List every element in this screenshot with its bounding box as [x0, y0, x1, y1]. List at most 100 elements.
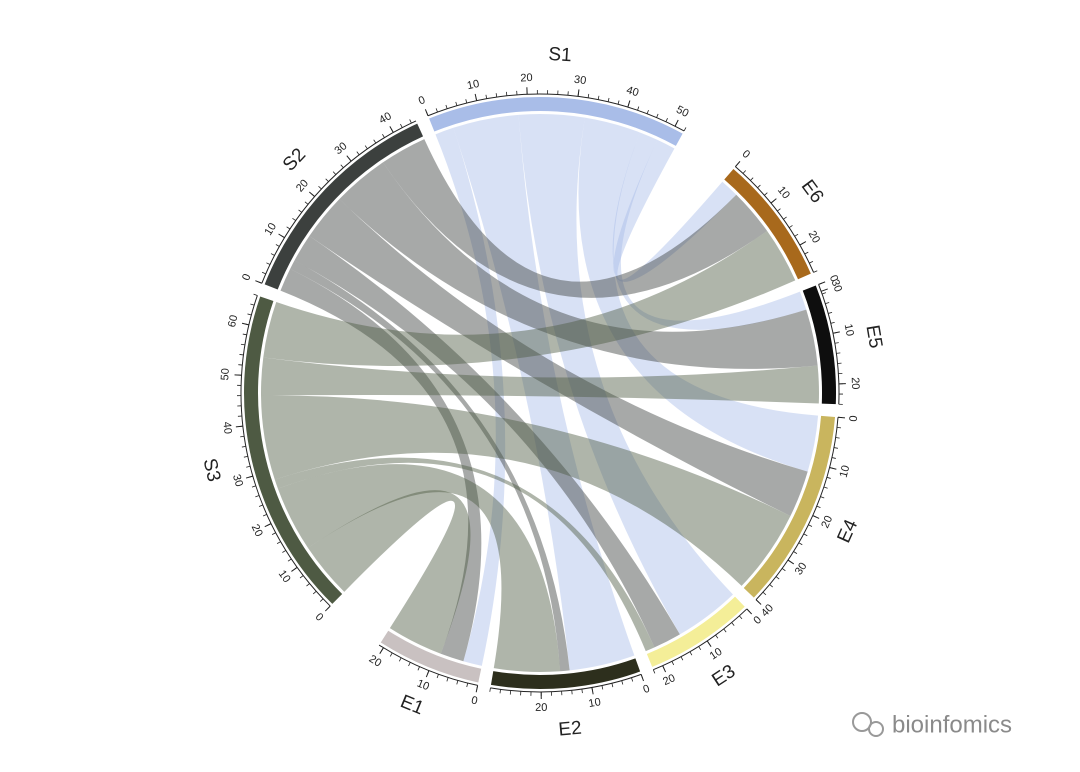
chord — [612, 132, 807, 330]
chord — [307, 490, 471, 654]
tick-mark — [755, 599, 762, 605]
tick-label: 50 — [674, 104, 690, 120]
tick-mark — [640, 674, 644, 682]
watermark-icon — [852, 712, 872, 732]
minor-tick — [671, 661, 675, 666]
watermark: bioinfomics — [852, 711, 1012, 738]
chord — [280, 268, 482, 662]
sector-label: E4 — [834, 516, 863, 546]
tick-label: 20 — [849, 377, 861, 390]
minor-tick — [417, 666, 420, 671]
minor-tick — [275, 244, 280, 247]
tick-mark — [291, 566, 298, 572]
chord — [339, 162, 818, 369]
tick-label: 20 — [819, 514, 835, 530]
tick-label: 10 — [842, 323, 856, 337]
minor-tick — [292, 217, 296, 221]
tick-label: 0 — [417, 94, 427, 107]
minor-tick — [764, 192, 768, 196]
minor-tick — [266, 262, 271, 265]
sector-label: S3 — [199, 456, 225, 483]
minor-tick — [689, 651, 693, 656]
tick-label: 0 — [848, 415, 860, 422]
minor-tick — [828, 311, 833, 314]
minor-tick — [803, 533, 808, 537]
chord — [578, 117, 819, 472]
minor-tick — [389, 652, 393, 657]
minor-tick — [318, 185, 322, 190]
chord — [453, 114, 635, 671]
tick-mark — [474, 93, 478, 101]
minor-tick — [793, 551, 798, 554]
minor-tick — [804, 251, 809, 255]
tick-mark — [832, 331, 840, 334]
tick-mark — [821, 288, 828, 292]
minor-tick — [465, 99, 468, 104]
tick-mark — [324, 605, 331, 612]
minor-tick — [456, 680, 459, 685]
tick-label: 20 — [294, 177, 311, 194]
minor-tick — [731, 622, 735, 626]
minor-tick — [409, 119, 412, 124]
minor-tick — [831, 457, 836, 459]
minor-tick — [485, 94, 488, 99]
sector — [380, 630, 482, 683]
axis-line — [653, 608, 748, 671]
minor-tick — [788, 225, 793, 229]
sector-label: S2 — [279, 144, 310, 175]
tick-label: 10 — [838, 464, 853, 479]
minor-tick — [835, 437, 840, 439]
axis-line — [261, 120, 417, 284]
axis-line — [818, 284, 840, 405]
minor-tick — [312, 590, 317, 595]
tick-label: 10 — [415, 678, 431, 694]
tick-mark — [799, 241, 807, 246]
minor-tick — [455, 101, 458, 106]
minor-tick — [495, 93, 498, 98]
minor-tick — [282, 550, 287, 553]
minor-tick — [306, 583, 310, 587]
tick-mark — [235, 425, 243, 428]
minor-tick — [332, 171, 337, 175]
tick-mark — [735, 161, 741, 167]
tick-label: 40 — [625, 84, 640, 99]
chord — [518, 114, 733, 635]
minor-tick — [240, 343, 245, 346]
sector — [646, 596, 745, 667]
minor-tick — [466, 683, 469, 688]
links — [261, 114, 819, 672]
tick-label: 30 — [230, 473, 245, 488]
minor-tick — [239, 354, 244, 356]
minor-tick — [652, 669, 656, 674]
minor-tick — [665, 117, 668, 122]
tick-label: 20 — [249, 522, 265, 538]
tick-label: 0 — [827, 274, 840, 284]
sector-label: S1 — [548, 44, 572, 66]
minor-tick — [823, 486, 828, 489]
minor-tick — [262, 514, 267, 517]
minor-tick — [777, 208, 781, 212]
sector — [802, 285, 836, 405]
minor-tick — [446, 677, 449, 682]
minor-tick — [601, 685, 604, 690]
tick-mark — [674, 119, 679, 127]
minor-tick — [813, 270, 818, 273]
minor-tick — [250, 303, 255, 306]
minor-tick — [698, 646, 702, 651]
minor-tick — [382, 133, 385, 138]
minor-tick — [715, 634, 719, 639]
tick-label: 40 — [220, 421, 233, 435]
chord — [382, 139, 768, 298]
minor-tick — [304, 201, 309, 205]
minor-tick — [436, 674, 439, 679]
minor-tick — [680, 656, 684, 661]
sector — [264, 123, 424, 290]
minor-tick — [255, 495, 260, 498]
tick-mark — [577, 89, 580, 97]
minor-tick — [611, 683, 614, 688]
minor-tick — [489, 687, 491, 692]
tick-label: 30 — [793, 560, 810, 577]
tick-mark — [346, 155, 352, 162]
tick-label: 20 — [520, 72, 533, 85]
minor-tick — [398, 657, 402, 662]
